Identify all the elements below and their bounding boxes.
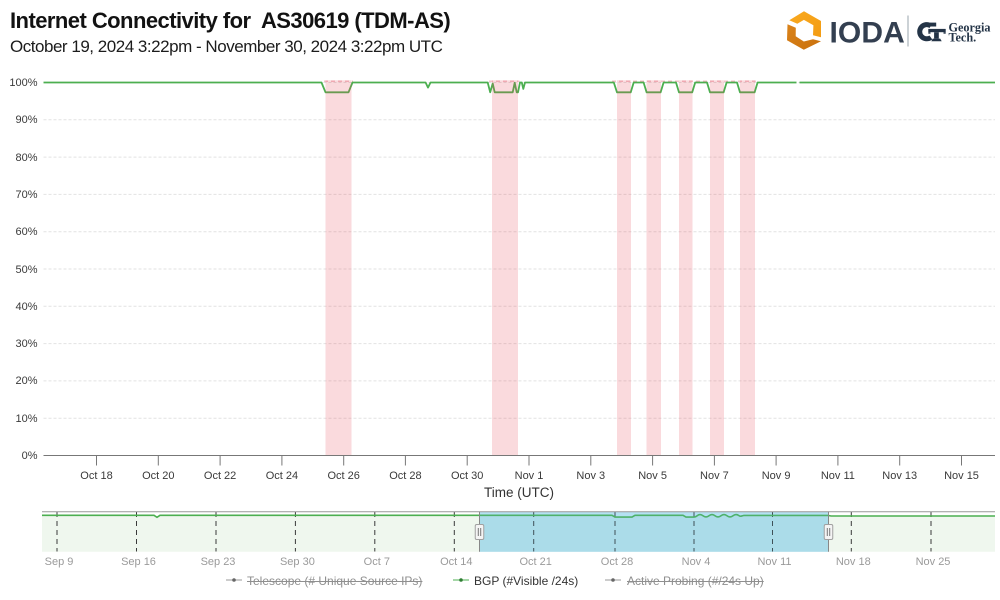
svg-text:IODA: IODA: [830, 17, 905, 50]
svg-text:Tech.: Tech.: [949, 31, 977, 45]
svg-text:Georgia: Georgia: [949, 21, 991, 35]
